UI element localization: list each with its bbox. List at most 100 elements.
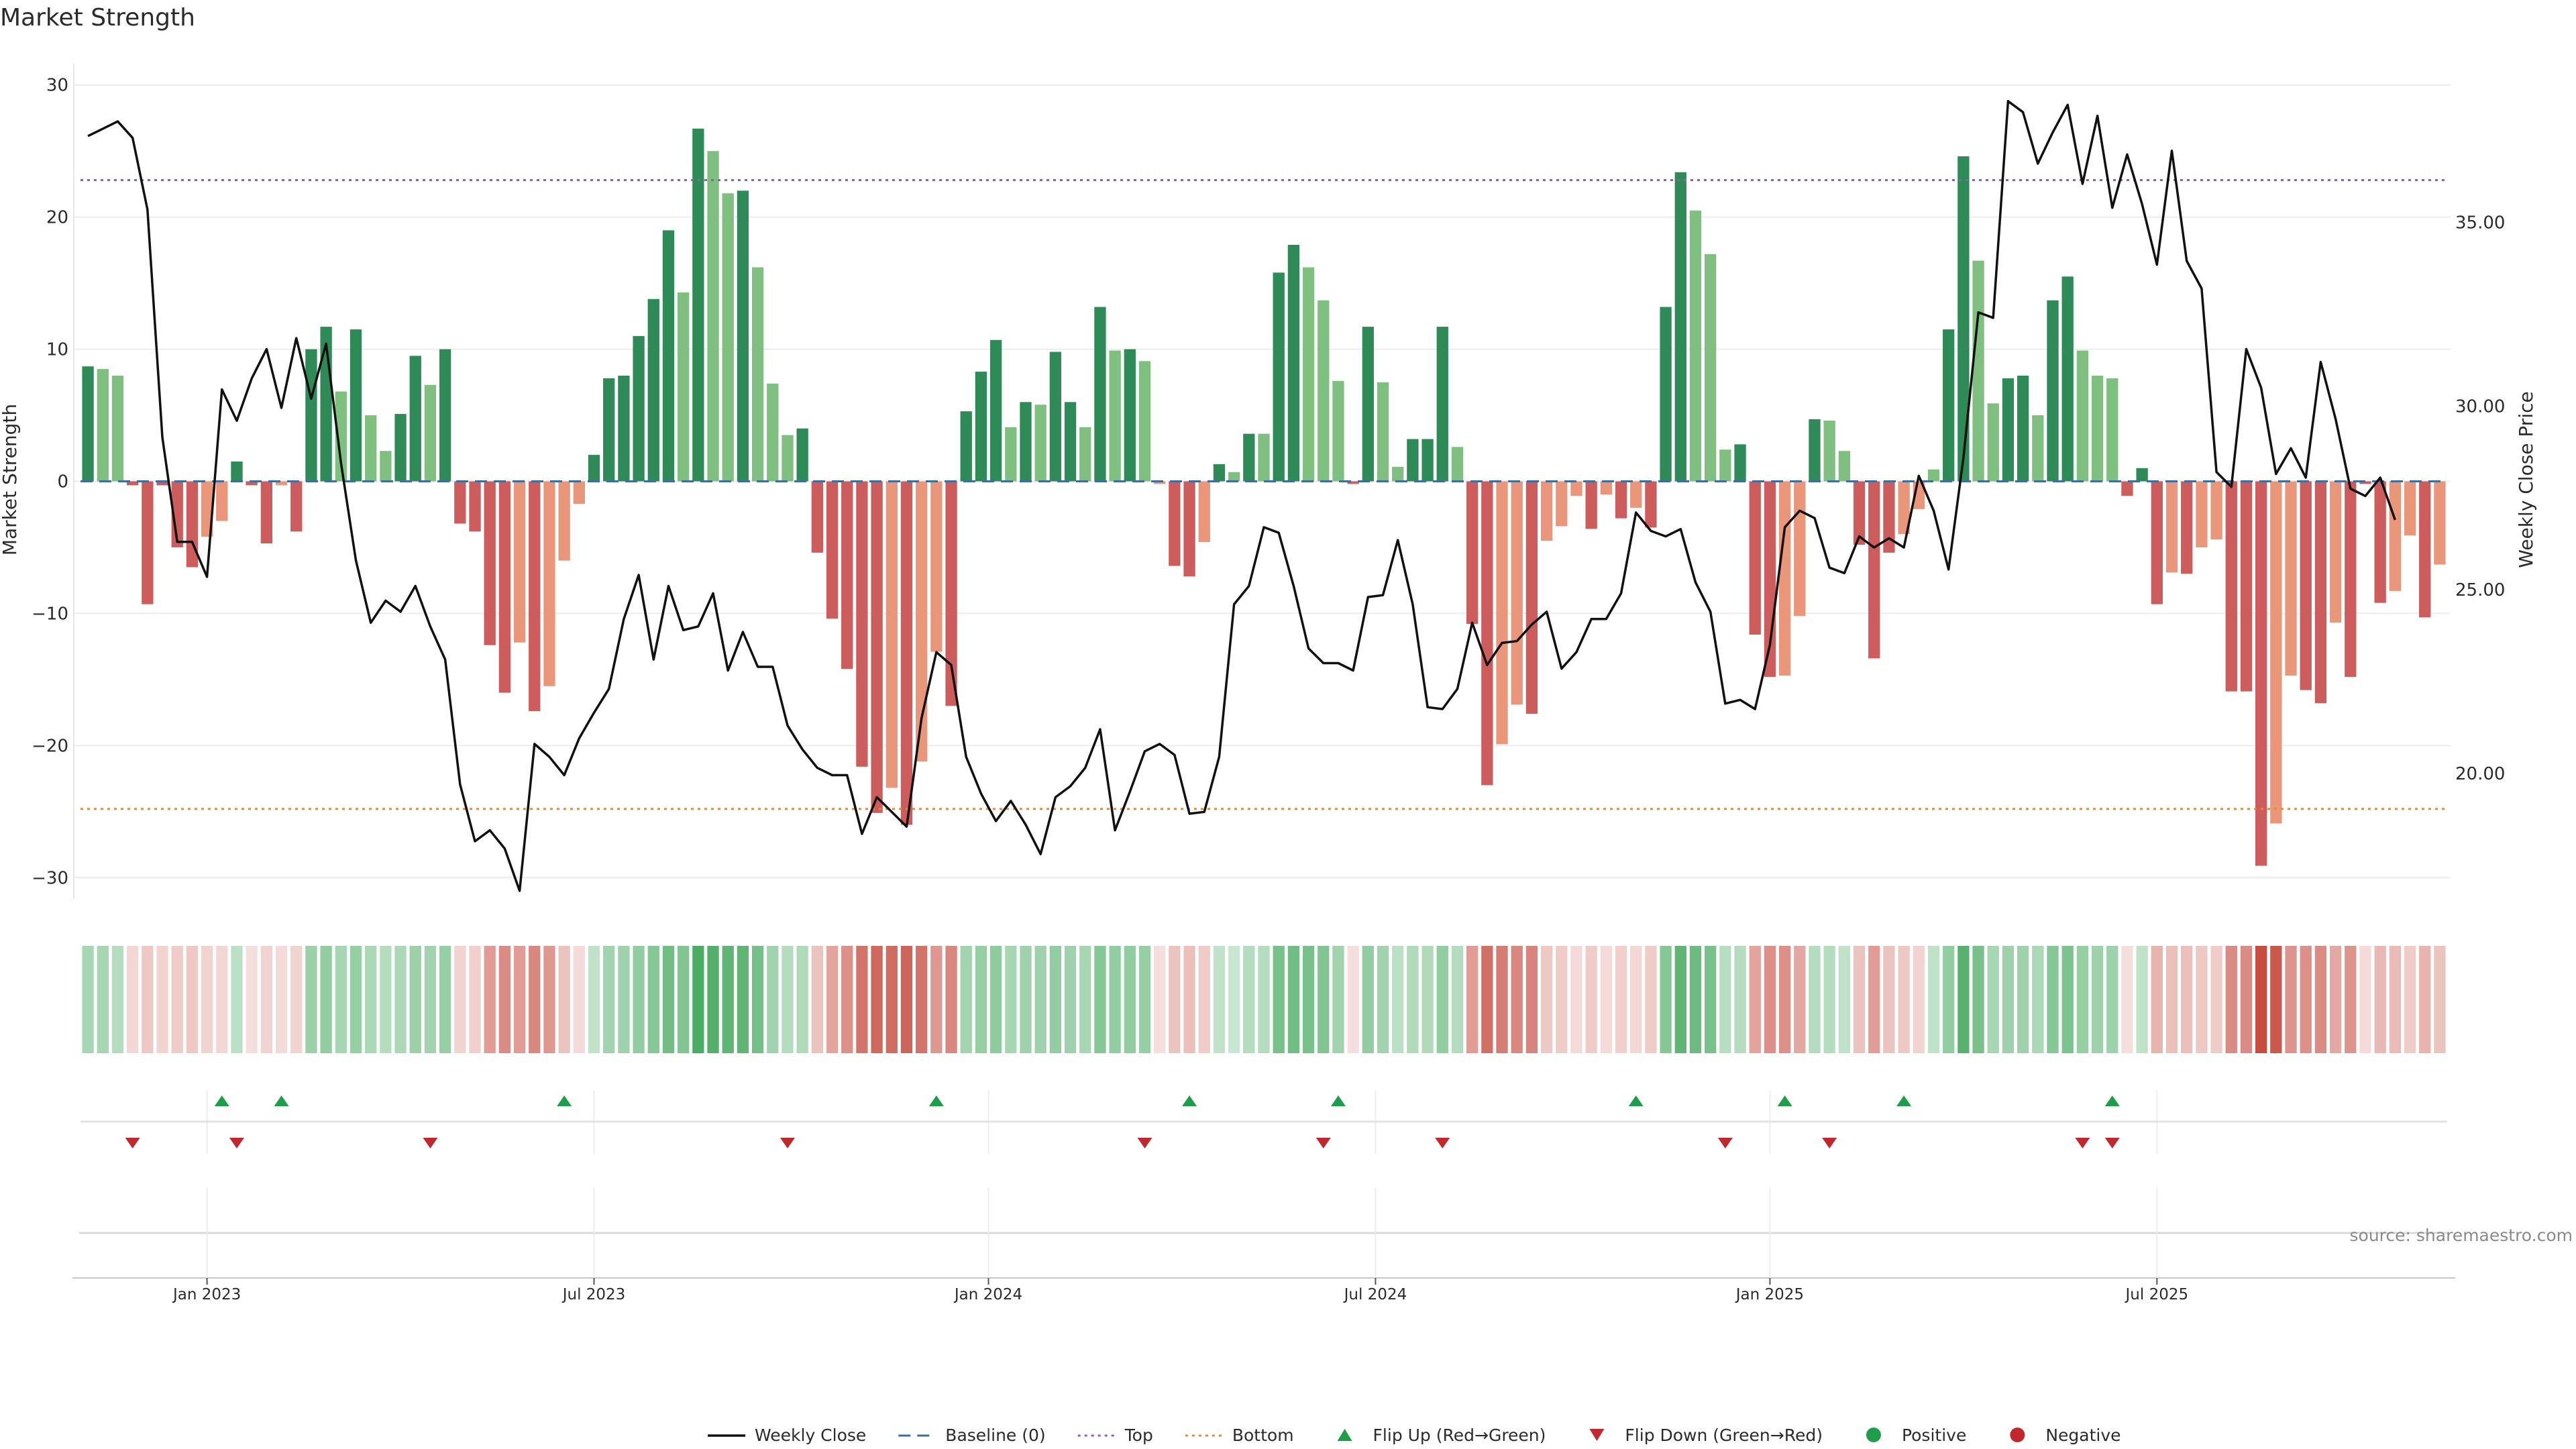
legend-swatch [1337,1429,1352,1441]
x-tick-label: Jul 2023 [561,1286,626,1303]
right-tick-label: 25.00 [2455,580,2505,600]
heat-cell [1556,946,1568,1053]
strength-bar [1823,420,1835,482]
heat-cell [1049,946,1062,1053]
strength-bar [1525,481,1538,714]
strength-bar [454,481,466,524]
flip-markers-panel [80,1090,2447,1154]
legend: Weekly Close Baseline (0) Top Bottom Flip Up… [708,1426,2121,1445]
strength-bar [260,481,273,544]
legend-item-top: Top [1077,1426,1153,1445]
heat-cell [871,946,883,1053]
heat-cell [1957,946,1970,1053]
heat-cell [841,946,853,1053]
strength-bar [513,481,526,643]
heat-cell [1258,946,1270,1053]
heat-cell [290,946,303,1053]
strength-bar [2032,415,2044,482]
legend-item-baseline: Baseline (0) [898,1426,1046,1445]
flip-up-marker [274,1095,289,1106]
heat-cell [692,946,704,1053]
strength-bar [231,461,243,482]
strength-bar [1645,481,1657,528]
heat-cell [216,946,228,1053]
heat-cell [1645,946,1657,1053]
heat-cell [1838,946,1851,1053]
flip-down-marker [125,1138,140,1148]
heat-cell [1749,946,1761,1053]
strength-bar [1778,481,1791,676]
strength-bar [275,481,288,486]
strength-bar [2165,481,2178,573]
heat-cell [1169,946,1181,1053]
heat-cell [260,946,273,1053]
strength-bar [573,481,585,504]
heat-cell [1778,946,1791,1053]
right-tick-label: 35.00 [2455,213,2505,233]
strength-bar [2076,350,2089,482]
heat-cell [2061,946,2074,1053]
strength-bar [82,366,94,482]
strength-bar [380,451,392,482]
strength-bar [2196,481,2208,547]
heat-cell [380,946,392,1053]
strength-bar [2151,481,2163,604]
strength-bar [1079,427,1091,482]
heat-cell [796,946,808,1053]
strength-bar [1734,444,1746,482]
strength-bar [543,481,555,686]
heat-cell [945,946,957,1053]
flip-up-marker [928,1095,944,1106]
strength-bar [633,335,645,482]
heat-cell [2404,946,2416,1053]
heat-cell [1034,946,1046,1053]
strength-bar [2255,481,2267,866]
heat-cell [305,946,317,1053]
strength-bar [1138,361,1151,482]
strength-bar [811,481,823,553]
strength-bar [2389,481,2401,591]
heat-cell [707,946,719,1053]
heat-cell [2345,946,2357,1053]
heat-cell [1421,946,1434,1053]
legend-label: Flip Up (Red→Green) [1373,1426,1546,1445]
strength-bar [1302,267,1315,482]
strength-bar [424,384,437,482]
flip-down-marker [780,1138,795,1148]
x-tick-label: Jan 2025 [1735,1286,1804,1303]
strength-bar [1124,349,1136,482]
heat-cell [469,946,481,1053]
heat-cell [1794,946,1806,1053]
strength-bar [603,378,615,482]
source-note: source: sharemaestro.com [2350,1226,2573,1245]
strength-bar [439,349,451,482]
heat-cell [1079,946,1091,1053]
strength-bar [1868,481,1880,659]
heat-cell [2314,946,2327,1053]
flip-down-marker [1822,1138,1837,1148]
heat-cell [543,946,555,1053]
heat-cell [1511,946,1523,1053]
strength-bar [1630,481,1642,508]
strength-bar [484,481,496,645]
heat-cell [960,946,972,1053]
x-axis-ticks: Jan 2023 Jul 2023 Jan 2024 Jul 2024 Jan 2025… [172,1278,2188,1303]
strength-bar [2061,276,2074,482]
strength-bar [2210,481,2222,540]
strength-bar [1347,481,1359,484]
heat-cell [1124,946,1136,1053]
heat-cell [1436,946,1448,1053]
heat-cell [1094,946,1106,1053]
right-axis-label: Weekly Close Price [2515,391,2537,568]
heat-cell [767,946,779,1053]
heat-cell [1972,946,1984,1053]
heat-cell [1407,946,1419,1053]
strength-bar [1154,481,1166,484]
strength-bar [2419,481,2431,618]
strength-bar [1674,172,1686,482]
strength-bar [156,481,168,486]
heat-cell [2121,946,2133,1053]
strength-bar [1332,380,1344,482]
strength-bar [1466,481,1479,625]
